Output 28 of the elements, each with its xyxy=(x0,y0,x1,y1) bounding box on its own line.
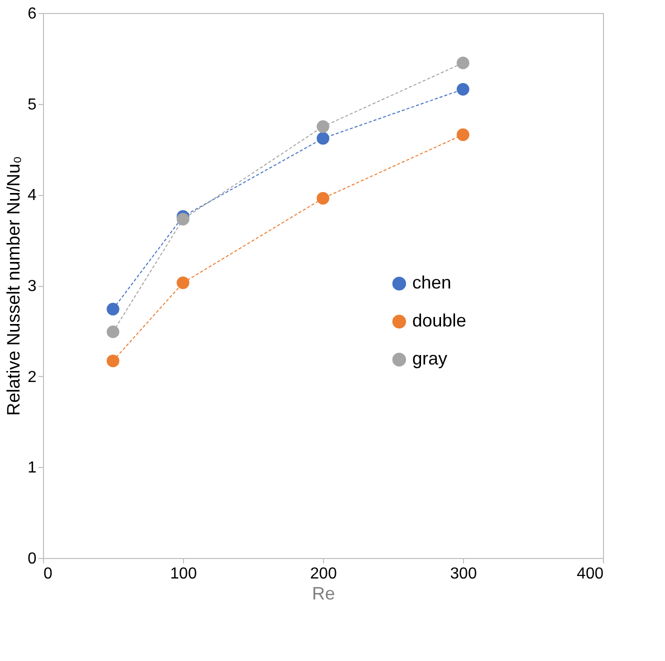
legend-label: gray xyxy=(412,348,448,369)
point xyxy=(106,302,120,316)
legend-label: chen xyxy=(412,272,452,293)
point xyxy=(456,128,470,142)
y-tick-label: 6 xyxy=(28,6,37,22)
y-tick-label: 0 xyxy=(28,550,37,568)
point xyxy=(456,82,470,96)
point xyxy=(176,212,190,226)
x-tick-label: 200 xyxy=(310,566,337,582)
point xyxy=(176,276,190,290)
y-tick-label: 1 xyxy=(28,460,37,477)
point xyxy=(316,132,330,145)
x-tick-label: 300 xyxy=(450,566,477,582)
x-tick-label: 400 xyxy=(576,566,604,582)
y-tick-label: 3 xyxy=(28,278,37,295)
point xyxy=(316,192,330,205)
y-tick-label: 5 xyxy=(28,96,37,114)
x-axis-title: Re xyxy=(312,584,336,604)
y-tick-label: 4 xyxy=(28,187,37,204)
point xyxy=(456,56,470,70)
y-axis-title: Relative Nusselt number Nu/Nu₀ xyxy=(4,156,24,416)
y-tick-label: 2 xyxy=(28,368,37,386)
point xyxy=(106,354,120,368)
point xyxy=(316,120,330,133)
x-tick-label: 100 xyxy=(170,566,197,582)
legend-label: double xyxy=(412,310,466,331)
x-tick-label: 0 xyxy=(44,566,52,582)
point xyxy=(106,326,120,338)
